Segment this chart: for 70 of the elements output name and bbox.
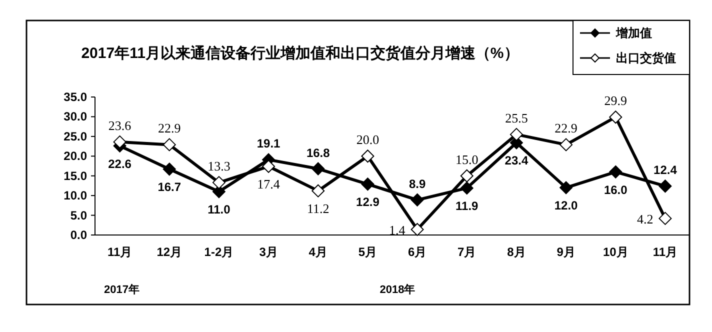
x-tick-label: 11月	[107, 245, 132, 259]
data-label: 1.4	[389, 222, 406, 238]
data-label: 12.0	[554, 198, 578, 213]
y-tick-label: 0.0	[70, 228, 88, 242]
y-tick-label: 10.0	[64, 188, 88, 203]
x-tick-label: 8月	[507, 245, 526, 259]
point	[212, 176, 226, 190]
point	[460, 182, 474, 195]
point	[162, 138, 176, 152]
data-label: 13.3	[208, 158, 230, 174]
data-label: 23.4	[504, 154, 528, 168]
legend-label: 增加值	[615, 26, 652, 40]
data-label: 20.0	[356, 132, 380, 148]
point	[312, 184, 325, 198]
point	[312, 162, 325, 176]
y-tick-label: 25.0	[64, 129, 88, 144]
data-label: 19.1	[256, 136, 281, 151]
x-tick-label: 3月	[259, 245, 278, 259]
data-label: 12.9	[356, 195, 380, 210]
data-label: 16.7	[158, 180, 182, 194]
point	[560, 181, 573, 194]
data-label: 23.6	[108, 118, 132, 133]
x-tick-label: 11月	[652, 245, 678, 259]
x-tick-label: 5月	[358, 245, 378, 259]
x-tick-label: 4月	[308, 245, 328, 259]
point	[460, 169, 474, 182]
point	[560, 138, 573, 152]
point	[262, 160, 276, 173]
data-label: 11.2	[306, 200, 330, 216]
chart-title: 2017年11月以来通信设备行业增加值和出口交货值分月增速（%）	[81, 44, 519, 62]
data-label: 11.0	[208, 202, 231, 217]
point	[212, 185, 226, 198]
data-label: 16.0	[604, 182, 628, 197]
legend-label: 出口交货值	[616, 51, 676, 65]
point	[609, 165, 622, 178]
point	[162, 162, 176, 176]
y-tick-label: 20.0	[64, 149, 88, 164]
y-tick-label: 5.0	[70, 208, 88, 222]
x-tick-label: 6月	[408, 245, 427, 259]
data-label: 15.0	[456, 152, 478, 167]
data-label: 22.9	[554, 120, 578, 136]
data-label: 22.9	[158, 120, 181, 136]
data-label: 11.9	[456, 199, 479, 214]
point	[510, 128, 523, 141]
x-tick-label: 9月	[556, 245, 576, 259]
point	[658, 180, 672, 193]
x-tick-label: 7月	[458, 245, 476, 259]
data-label: 25.5	[505, 110, 528, 126]
point	[361, 178, 374, 191]
point	[361, 150, 374, 163]
point	[410, 222, 424, 236]
data-label: 8.9	[408, 176, 426, 191]
x-tick-label: 10月	[602, 245, 628, 259]
text: 2017年	[104, 283, 140, 296]
data-label: 29.9	[604, 93, 627, 108]
point	[113, 135, 126, 148]
data-label: 16.8	[306, 146, 330, 160]
point	[658, 212, 672, 225]
point	[609, 110, 622, 124]
data-label: 17.4	[257, 176, 280, 192]
x-tick-label: 1-2月	[204, 245, 234, 259]
x-tick-label: 12月	[156, 245, 182, 259]
y-tick-label: 15.0	[64, 168, 88, 183]
point	[410, 193, 424, 206]
y-tick-label: 30.0	[64, 110, 88, 124]
data-label: 22.6	[108, 156, 132, 171]
data-label: 12.4	[654, 163, 678, 178]
data-label: 4.2	[636, 211, 654, 226]
text: 2018年	[380, 283, 416, 296]
y-tick-label: 35.0	[64, 90, 88, 104]
